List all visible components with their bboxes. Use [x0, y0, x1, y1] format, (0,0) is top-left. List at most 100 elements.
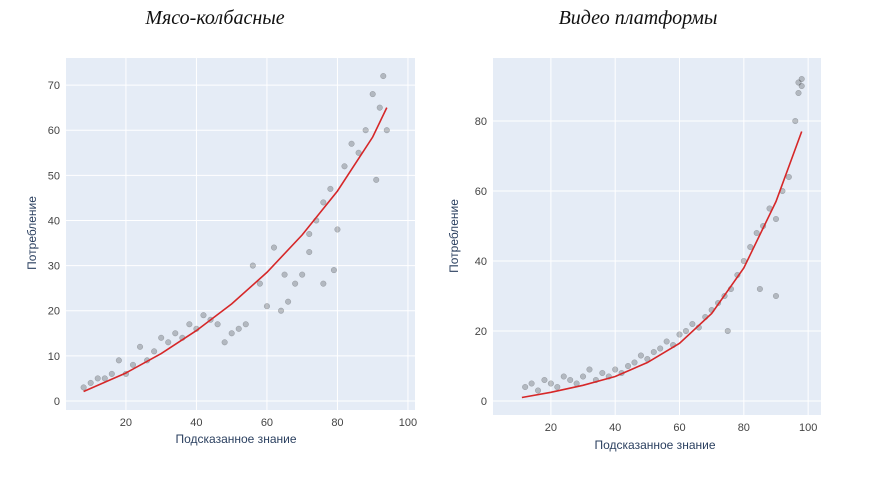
x-tick-label: 40 — [190, 417, 202, 429]
data-point — [136, 343, 144, 350]
x-ticks: 20 40 60 80 100 — [545, 422, 818, 434]
gridlines — [493, 58, 821, 415]
data-point — [682, 327, 689, 335]
data-point — [186, 321, 193, 328]
y-tick-label: 60 — [475, 186, 487, 198]
y-axis-label: Потребление — [447, 199, 461, 273]
data-point — [637, 352, 644, 359]
data-point — [650, 348, 657, 356]
data-point — [129, 361, 137, 368]
data-point — [599, 369, 606, 377]
data-point — [214, 321, 221, 328]
y-tick-label: 20 — [48, 306, 60, 318]
data-point — [327, 185, 334, 192]
data-point — [657, 345, 664, 352]
data-point — [795, 89, 802, 97]
data-point — [547, 380, 554, 387]
data-point — [172, 330, 179, 337]
data-point — [249, 262, 256, 269]
y-tick-label: 0 — [481, 396, 487, 408]
data-point — [798, 75, 805, 83]
x-tick-label: 80 — [738, 422, 750, 434]
data-point — [625, 362, 632, 370]
data-point — [348, 140, 355, 147]
x-tick-label: 80 — [331, 417, 343, 429]
data-point — [256, 280, 263, 287]
x-tick-label: 60 — [673, 422, 685, 434]
data-point — [221, 339, 228, 346]
data-point — [534, 387, 542, 394]
data-point — [522, 383, 529, 391]
data-point — [115, 357, 122, 364]
data-point — [663, 338, 670, 345]
gridlines — [66, 58, 415, 410]
data-point — [612, 366, 619, 373]
data-point — [676, 331, 683, 338]
data-point — [320, 199, 327, 206]
x-tick-label: 20 — [545, 422, 557, 434]
x-tick-label: 100 — [799, 422, 817, 434]
data-point — [541, 376, 548, 384]
data-point — [80, 384, 87, 391]
data-point — [228, 330, 235, 337]
y-tick-label: 50 — [48, 170, 60, 182]
scatter-points — [80, 73, 390, 391]
chart-meat-products: Мясо-колбасные 20 40 60 80 100 0 10 20 30 40 50 60… — [25, 7, 417, 446]
chart-title: Мясо-колбасные — [144, 7, 284, 29]
data-point — [200, 312, 207, 319]
x-tick-label: 60 — [261, 417, 273, 429]
data-point — [376, 104, 383, 111]
data-point — [369, 91, 376, 98]
data-point — [341, 163, 348, 170]
data-point — [242, 321, 249, 328]
data-point — [235, 325, 242, 332]
data-point — [772, 215, 780, 223]
fit-curve — [83, 107, 388, 393]
data-point — [151, 348, 158, 355]
data-point — [792, 117, 799, 125]
data-point — [306, 230, 313, 238]
data-point — [798, 82, 805, 90]
data-point — [334, 226, 341, 233]
data-point — [373, 176, 380, 183]
x-tick-label: 40 — [609, 422, 621, 434]
chart-title: Видео платформы — [559, 7, 718, 29]
plot-area — [493, 58, 821, 415]
data-point — [299, 271, 306, 278]
data-point — [380, 73, 387, 80]
y-tick-label: 30 — [48, 261, 60, 273]
chart-video-platforms: Видео платформы 20 40 60 80 100 0 20 40 60 80 По… — [447, 7, 821, 452]
data-point — [689, 320, 696, 328]
data-point — [285, 298, 292, 305]
data-point — [306, 249, 313, 256]
data-point — [554, 383, 561, 391]
data-point — [631, 359, 638, 366]
x-ticks: 20 40 60 80 100 — [120, 417, 417, 429]
y-tick-label: 40 — [48, 215, 60, 227]
y-tick-label: 10 — [48, 351, 60, 363]
data-point — [579, 373, 587, 380]
data-point — [383, 127, 390, 134]
data-point — [165, 339, 172, 346]
data-point — [785, 173, 792, 181]
data-point — [528, 380, 535, 387]
data-point — [320, 280, 327, 287]
y-ticks: 0 10 20 30 40 50 60 70 — [48, 80, 60, 408]
y-tick-label: 60 — [48, 125, 60, 137]
data-point — [362, 127, 369, 134]
data-point — [724, 327, 731, 335]
x-axis-label: Подсказанное знание — [594, 438, 715, 452]
data-point — [263, 303, 270, 310]
x-tick-label: 20 — [120, 417, 132, 429]
y-tick-label: 40 — [475, 256, 487, 268]
x-tick-label: 100 — [399, 417, 417, 429]
data-point — [101, 375, 108, 382]
data-point — [586, 366, 593, 373]
y-tick-label: 70 — [48, 80, 60, 92]
y-tick-label: 80 — [475, 116, 487, 128]
data-point — [330, 267, 337, 274]
data-point — [567, 376, 574, 384]
data-point — [795, 79, 802, 86]
plot-area — [66, 58, 415, 410]
